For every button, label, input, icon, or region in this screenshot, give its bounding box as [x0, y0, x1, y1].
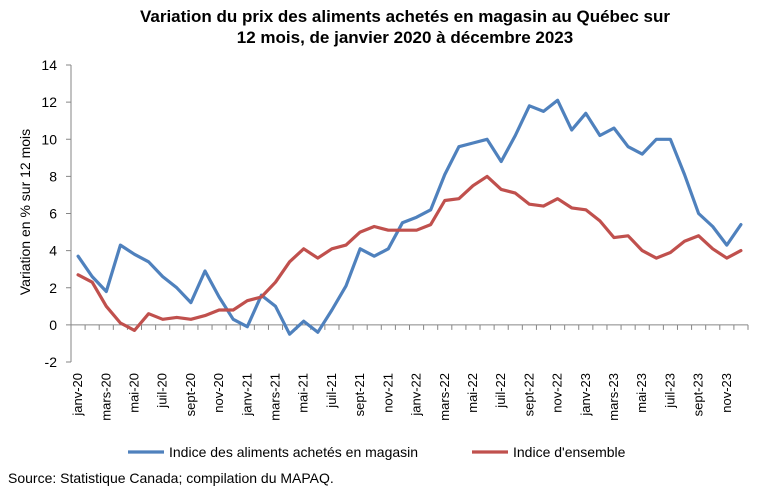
- y-tick-label: -2: [45, 354, 58, 370]
- chart-title: Variation du prix des aliments achetés e…: [40, 6, 765, 48]
- x-tick-label: mars-21: [268, 373, 283, 421]
- y-tick-label: 6: [49, 206, 57, 222]
- x-tick-label: juil-23: [662, 373, 677, 409]
- x-tick-label: mars-22: [437, 373, 452, 421]
- x-tick-label: sept-20: [183, 373, 198, 416]
- y-axis-label: Variation en % sur 12 mois: [17, 129, 33, 295]
- x-tick-label: juil-21: [324, 373, 339, 409]
- x-tick-label: sept-23: [691, 373, 706, 416]
- series-line-1: [76, 98, 743, 336]
- y-tick-label: 14: [41, 57, 57, 73]
- legend-label-2: Indice d'ensemble: [513, 444, 626, 460]
- legend: Indice des aliments achetés en magasin In…: [128, 444, 626, 460]
- x-tick-label: janv-21: [239, 373, 254, 417]
- source-note: Source: Statistique Canada; compilation …: [8, 470, 334, 486]
- x-tick-label: sept-22: [521, 373, 536, 416]
- x-tick-label: mai-22: [465, 373, 480, 413]
- x-tick-label: sept-21: [352, 373, 367, 416]
- x-axis: janv-20 mars-20 mai-20 juil-20 sept-20 nov-20…: [70, 324, 749, 421]
- y-tick-label: 4: [49, 243, 57, 259]
- x-tick-label: janv-22: [409, 373, 424, 417]
- y-tick-label: 0: [49, 317, 57, 333]
- x-tick-label: mars-23: [606, 373, 621, 421]
- y-tick-label: 8: [49, 168, 57, 184]
- chart-title-line-2: 12 mois, de janvier 2020 à décembre 2023: [236, 28, 574, 47]
- y-axis: -2 0 2 4 6 8 10 12 14: [41, 57, 72, 370]
- series-line-2: [76, 174, 743, 332]
- x-tick-label: juil-20: [155, 373, 170, 409]
- y-tick-label: 12: [41, 94, 57, 110]
- x-tick-label: mars-20: [98, 373, 113, 421]
- x-tick-label: nov-21: [380, 373, 395, 413]
- x-tick-label: nov-20: [211, 373, 226, 413]
- x-tick-label: mai-20: [126, 373, 141, 413]
- x-tick-label: janv-20: [70, 373, 85, 417]
- x-tick-label: mai-21: [296, 373, 311, 413]
- y-tick-label: 2: [49, 280, 57, 296]
- chart-title-line-1: Variation du prix des aliments achetés e…: [139, 7, 671, 26]
- x-tick-label: nov-22: [550, 373, 565, 413]
- x-tick-label: juil-22: [493, 373, 508, 409]
- series-lines: [76, 98, 743, 336]
- x-tick-label: nov-23: [719, 373, 734, 413]
- legend-label-1: Indice des aliments achetés en magasin: [169, 444, 418, 460]
- x-tick-label: janv-23: [578, 373, 593, 417]
- x-tick-label: mai-23: [634, 373, 649, 413]
- y-tick-label: 10: [41, 131, 57, 147]
